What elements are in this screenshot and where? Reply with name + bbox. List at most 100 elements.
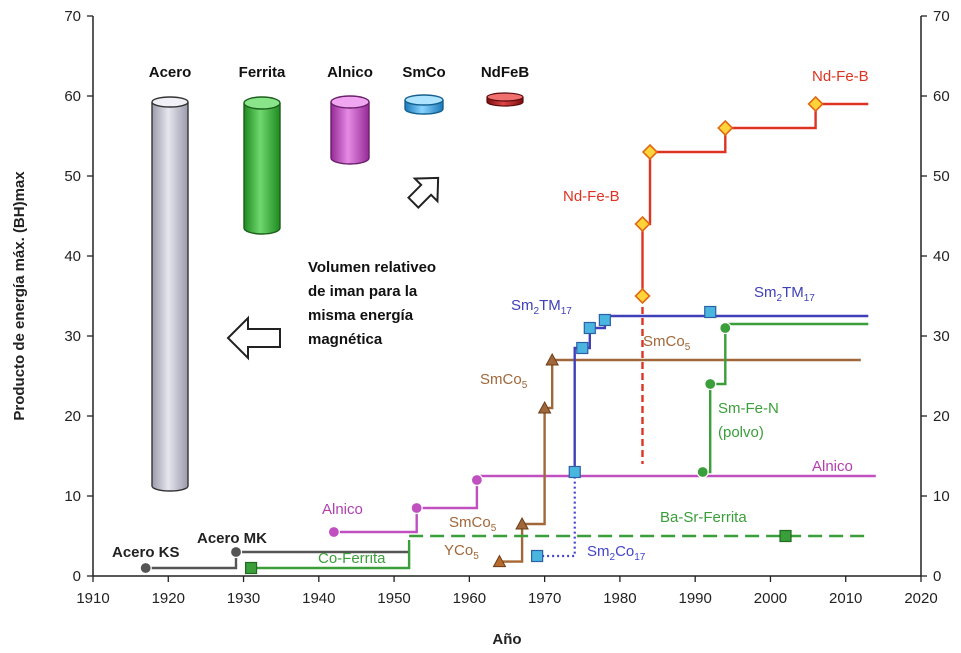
- magnet-label-ndfeb: NdFeB: [481, 64, 530, 81]
- label-smco5-low: SmCo5: [449, 514, 497, 534]
- data-point-alnico: [470, 473, 483, 487]
- plot-frame: [92, 16, 922, 577]
- data-point-alnico: [410, 501, 423, 515]
- label-polvo: (polvo): [718, 424, 764, 441]
- data-point-sm2tm17: [598, 313, 611, 327]
- data-point-sm2tm17: [704, 305, 717, 319]
- label-ndfeb-top: Nd-Fe-B: [812, 68, 869, 85]
- axis-ticks: 1910 1920 1930 1940 1950 1960 1970 1980 1990 2000…: [64, 8, 949, 607]
- y-tick-label-right: 70: [933, 8, 950, 25]
- label-sm-fe-n: Sm-Fe-N: [718, 400, 779, 417]
- y-axis-title: Producto de energía máx. (BH)max: [11, 171, 28, 421]
- series-line-sm-fe-n-polvo-: [702, 322, 869, 474]
- x-tick-label: 1970: [528, 590, 561, 607]
- data-point-sm2tm17: [576, 341, 589, 355]
- data-point-acero-ks: [139, 561, 152, 575]
- magnet-label-alnico: Alnico: [327, 64, 373, 81]
- label-ycos: YCo5: [444, 542, 479, 562]
- data-point-acero-mk: [229, 545, 243, 559]
- series-line-co-ferrita: [251, 540, 411, 570]
- data-point-nd-fe-b: [717, 119, 734, 137]
- magnet-volume-illustration: Acero Ferrita Alnico SmCo NdFeB: [149, 64, 530, 492]
- label-smco5-right: SmCo5: [643, 333, 691, 353]
- x-tick-label: 1940: [302, 590, 335, 607]
- x-tick-label: 1960: [453, 590, 486, 607]
- y-tick-label: 60: [64, 88, 81, 105]
- label-alnico-left: Alnico: [322, 501, 363, 518]
- magnet-cylinder-alnico: [330, 95, 370, 165]
- y-tick-label-right: 20: [933, 408, 950, 425]
- data-point-sm2co17: [531, 549, 544, 563]
- label-co-ferrita: Co-Ferrita: [318, 550, 386, 567]
- magnet-label-smco: SmCo: [402, 64, 445, 81]
- series-line-acero-ks: [145, 550, 410, 570]
- label-sm2tm17-left: Sm2TM17: [511, 297, 572, 317]
- magnet-cylinder-ferrita: [243, 96, 281, 235]
- data-point-ba-sr-ferrita: [779, 529, 792, 543]
- data-point-nd-fe-b: [807, 95, 824, 113]
- y-tick-label-right: 60: [933, 88, 950, 105]
- magnet-cylinder-ndfeb: [486, 92, 524, 107]
- x-axis-title: Año: [492, 631, 521, 648]
- series-line-nd-fe-b: [641, 102, 869, 296]
- magnet-label-acero: Acero: [149, 64, 192, 81]
- series-labels: Acero KS Acero MK Co-Ferrita Alnico Alni…: [112, 68, 869, 567]
- x-tick-label: 1930: [227, 590, 260, 607]
- x-tick-label: 1910: [76, 590, 109, 607]
- y-tick-label: 30: [64, 328, 81, 345]
- y-tick-label-right: 50: [933, 168, 950, 185]
- label-acero-mk: Acero MK: [197, 530, 267, 547]
- y-tick-label: 70: [64, 8, 81, 25]
- label-sm2tm17-right: Sm2TM17: [754, 284, 815, 304]
- data-point-co-ferrita: [244, 561, 258, 575]
- label-sm2co17: Sm2Co17: [587, 543, 646, 563]
- y-tick-label: 40: [64, 248, 81, 265]
- data-point-alnico: [327, 525, 340, 539]
- data-point-smco5: [515, 516, 529, 530]
- data-point-nd-fe-b: [641, 143, 659, 161]
- y-tick-label-right: 10: [933, 488, 950, 505]
- data-point-sm-fe-n-polvo-: [704, 377, 717, 391]
- series-line-sm2tm17: [573, 314, 869, 472]
- data-point-sm-fe-n-polvo-: [719, 321, 732, 335]
- data-point-sm2tm17: [568, 465, 581, 479]
- data-point-smco5: [545, 352, 560, 366]
- relative-volume-note: Volumen relativeo de iman para la misma …: [308, 259, 440, 348]
- magnet-cylinder-smco: [404, 94, 444, 115]
- data-point-nd-fe-b: [634, 215, 651, 233]
- data-point-yco5: [492, 554, 507, 568]
- label-smco5-mid: SmCo5: [480, 371, 528, 391]
- sm2co17-dotted-line: [537, 472, 576, 558]
- series-line-alnico: [333, 474, 876, 534]
- x-tick-label: 2000: [754, 590, 787, 607]
- arrow-left-icon: [226, 315, 281, 361]
- x-tick-label: 2010: [829, 590, 862, 607]
- x-tick-label: 1950: [377, 590, 410, 607]
- data-point-smco5: [537, 400, 552, 414]
- y-tick-label: 0: [73, 568, 81, 585]
- data-point-nd-fe-b: [634, 287, 651, 305]
- magnet-label-ferrita: Ferrita: [239, 64, 286, 81]
- magnet-cylinder-acero: [151, 96, 189, 492]
- label-ndfeb-mid: Nd-Fe-B: [563, 188, 620, 205]
- data-lines: [145, 102, 876, 570]
- data-point-sm-fe-n-polvo-: [696, 465, 709, 479]
- data-point-sm2tm17: [583, 321, 596, 335]
- y-tick-label-right: 30: [933, 328, 950, 345]
- data-markers: [139, 95, 824, 575]
- label-acero-ks: Acero KS: [112, 544, 180, 561]
- x-tick-label: 1990: [678, 590, 711, 607]
- x-tick-label: 1920: [152, 590, 185, 607]
- arrow-up-right-icon: [407, 176, 440, 209]
- label-ba-sr-ferrita: Ba-Sr-Ferrita: [660, 509, 747, 526]
- label-alnico-right: Alnico: [812, 458, 853, 475]
- x-tick-label: 2020: [904, 590, 937, 607]
- x-tick-label: 1980: [603, 590, 636, 607]
- y-tick-label: 20: [64, 408, 81, 425]
- y-tick-label-right: 0: [933, 568, 941, 585]
- y-tick-label-right: 40: [933, 248, 950, 265]
- y-tick-label: 10: [64, 488, 81, 505]
- y-tick-label: 50: [64, 168, 81, 185]
- series-line-smco5: [499, 358, 861, 563]
